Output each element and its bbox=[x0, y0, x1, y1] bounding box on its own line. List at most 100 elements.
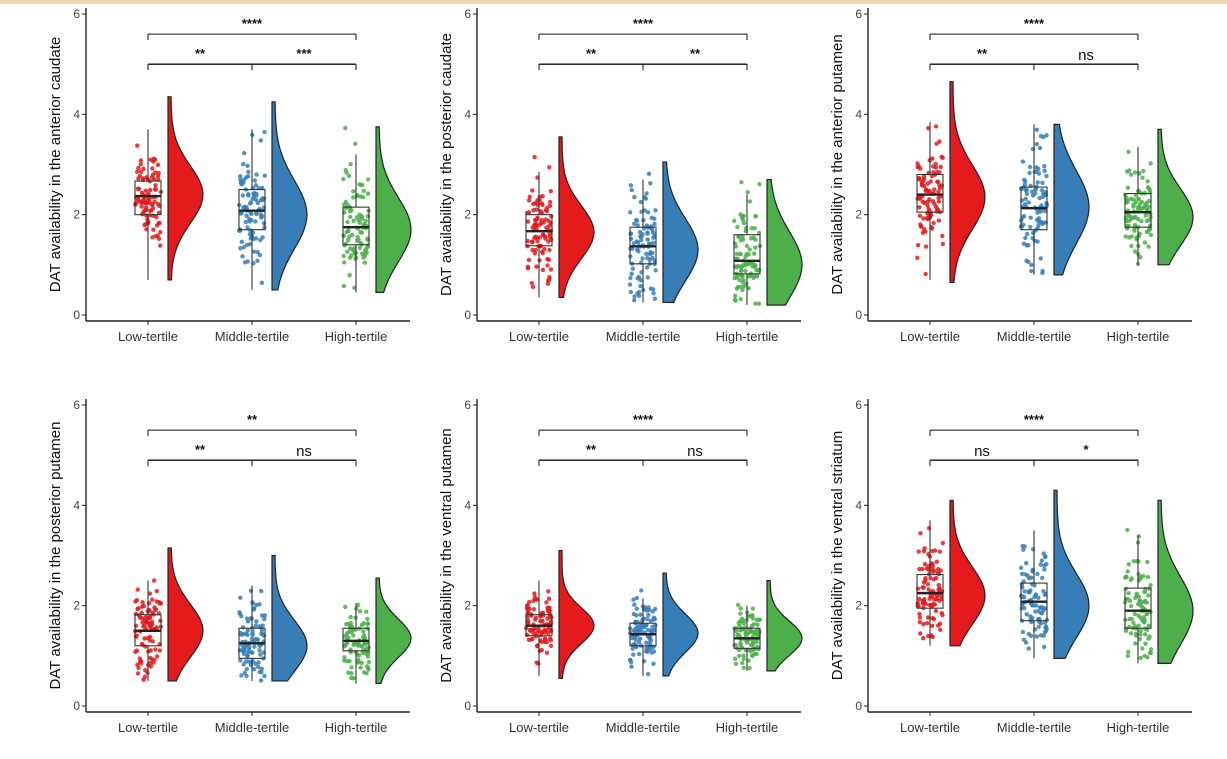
data-point bbox=[262, 129, 267, 135]
data-point bbox=[358, 230, 363, 235]
data-point bbox=[147, 638, 152, 643]
box-high bbox=[733, 234, 761, 275]
data-point bbox=[363, 251, 368, 256]
data-point bbox=[534, 207, 539, 212]
density-low bbox=[558, 549, 595, 680]
data-point bbox=[1044, 173, 1049, 179]
data-point bbox=[537, 648, 542, 654]
data-point bbox=[734, 251, 740, 257]
data-point bbox=[743, 268, 748, 274]
data-point bbox=[1024, 243, 1029, 248]
significance-label: **** bbox=[1024, 16, 1045, 31]
data-point bbox=[345, 219, 350, 225]
data-point bbox=[1140, 175, 1145, 180]
points-middle bbox=[236, 129, 267, 285]
data-point bbox=[1125, 653, 1131, 658]
data-point bbox=[937, 549, 942, 554]
data-point bbox=[929, 604, 934, 609]
data-point bbox=[153, 647, 158, 652]
data-point bbox=[141, 210, 146, 216]
data-point bbox=[343, 125, 348, 131]
data-point bbox=[930, 156, 935, 161]
y-axis-title: DAT availability in the posterior caudat… bbox=[438, 33, 455, 296]
data-point bbox=[1133, 595, 1138, 601]
data-point bbox=[151, 227, 156, 232]
data-point bbox=[740, 287, 745, 293]
data-point bbox=[1019, 224, 1024, 229]
data-point bbox=[1043, 554, 1048, 560]
data-point bbox=[357, 609, 363, 614]
panel-1: 0 2 4 6 DAT availability in the anterior cau… bbox=[47, 7, 412, 344]
data-point bbox=[650, 230, 656, 235]
data-point bbox=[247, 645, 252, 650]
data-point bbox=[733, 643, 738, 648]
data-point bbox=[526, 257, 532, 263]
data-point bbox=[936, 588, 941, 593]
data-point bbox=[351, 218, 356, 223]
data-point bbox=[137, 173, 143, 179]
panel-4: 0 2 4 6 DAT availability in the posterior pu… bbox=[47, 398, 412, 735]
y-tick-label: 4 bbox=[855, 498, 862, 512]
data-point bbox=[757, 182, 762, 187]
data-point bbox=[733, 244, 739, 249]
data-point bbox=[741, 653, 746, 658]
data-point bbox=[632, 194, 637, 200]
x-tick-label: High-tertile bbox=[325, 720, 388, 735]
data-point bbox=[651, 661, 656, 666]
significance-label: **** bbox=[633, 412, 654, 427]
y-tick-label: 6 bbox=[464, 398, 471, 412]
y-axis-title: DAT availability in the anterior caudate bbox=[47, 37, 64, 292]
data-point bbox=[1039, 558, 1045, 563]
data-point bbox=[255, 258, 260, 263]
data-point bbox=[135, 606, 140, 612]
data-point bbox=[239, 632, 244, 637]
data-point bbox=[1128, 603, 1134, 609]
data-point bbox=[135, 671, 141, 676]
data-point bbox=[646, 612, 651, 618]
data-point bbox=[525, 219, 531, 224]
data-point bbox=[145, 615, 151, 621]
data-point bbox=[359, 182, 365, 188]
data-point bbox=[640, 256, 645, 261]
data-point bbox=[356, 657, 361, 663]
data-point bbox=[254, 172, 259, 177]
data-point bbox=[359, 216, 365, 221]
box-low bbox=[916, 574, 944, 609]
data-point bbox=[360, 194, 366, 200]
data-point bbox=[364, 609, 369, 614]
data-point bbox=[1040, 575, 1045, 581]
data-point bbox=[347, 234, 352, 239]
data-point bbox=[1126, 149, 1131, 154]
data-point bbox=[1138, 615, 1143, 620]
data-point bbox=[259, 588, 264, 594]
data-point bbox=[931, 220, 936, 226]
data-point bbox=[1147, 198, 1152, 204]
data-point bbox=[1035, 210, 1040, 215]
data-point bbox=[740, 234, 745, 239]
data-point bbox=[534, 264, 539, 269]
data-point bbox=[1043, 624, 1049, 629]
data-point bbox=[237, 610, 242, 615]
data-point bbox=[241, 177, 247, 182]
y-tick-label: 0 bbox=[855, 699, 862, 713]
data-point bbox=[1126, 649, 1131, 654]
data-point bbox=[141, 603, 147, 609]
data-point bbox=[631, 628, 636, 633]
points-middle bbox=[1018, 127, 1050, 276]
data-point bbox=[545, 263, 550, 268]
data-point bbox=[926, 125, 931, 131]
y-axis-title: DAT availability in the ventral putamen bbox=[438, 428, 455, 683]
data-point bbox=[1023, 235, 1028, 241]
data-point bbox=[933, 124, 939, 129]
data-point bbox=[135, 143, 140, 148]
data-point bbox=[540, 250, 545, 256]
y-axis-title: DAT availability in the posterior putame… bbox=[47, 422, 64, 690]
y-tick-label: 0 bbox=[464, 699, 471, 713]
data-point bbox=[156, 170, 161, 176]
data-point bbox=[753, 301, 758, 306]
data-point bbox=[1035, 571, 1040, 577]
data-point bbox=[1038, 562, 1043, 567]
data-point bbox=[544, 208, 550, 214]
data-point bbox=[532, 591, 537, 596]
data-point bbox=[747, 199, 753, 204]
